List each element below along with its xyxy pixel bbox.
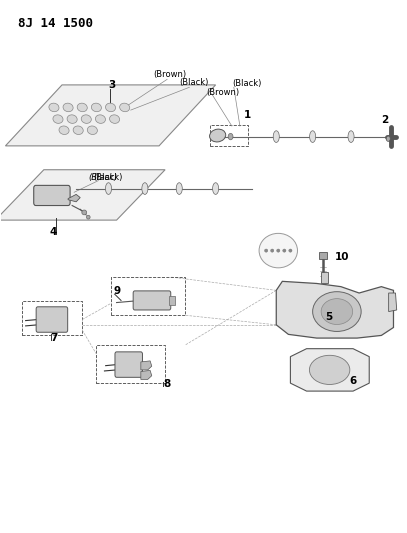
Bar <box>111 277 185 316</box>
Ellipse shape <box>277 249 280 252</box>
Text: 2: 2 <box>381 115 389 125</box>
FancyBboxPatch shape <box>36 307 68 332</box>
Text: (Brown): (Brown) <box>207 88 240 97</box>
Ellipse shape <box>91 103 101 112</box>
Polygon shape <box>141 361 152 370</box>
Polygon shape <box>321 272 328 284</box>
Polygon shape <box>389 293 397 312</box>
Bar <box>210 125 248 146</box>
Ellipse shape <box>289 249 292 252</box>
Ellipse shape <box>210 129 226 142</box>
Ellipse shape <box>271 249 274 252</box>
Text: (Black): (Black) <box>179 78 209 87</box>
Ellipse shape <box>82 210 87 215</box>
Bar <box>22 301 82 335</box>
Ellipse shape <box>212 183 219 195</box>
Polygon shape <box>5 85 216 146</box>
Ellipse shape <box>77 103 87 112</box>
Ellipse shape <box>310 131 316 142</box>
Text: 9: 9 <box>114 286 121 296</box>
Ellipse shape <box>259 233 298 268</box>
Ellipse shape <box>87 126 97 134</box>
Polygon shape <box>68 195 80 202</box>
Text: (Brown): (Brown) <box>153 70 186 79</box>
Ellipse shape <box>67 115 77 123</box>
Ellipse shape <box>73 126 83 134</box>
Text: (Black): (Black) <box>94 173 123 182</box>
Text: 1: 1 <box>244 110 251 120</box>
Ellipse shape <box>95 115 105 123</box>
Ellipse shape <box>59 126 69 134</box>
Ellipse shape <box>63 103 73 112</box>
Ellipse shape <box>283 249 286 252</box>
Ellipse shape <box>228 133 233 140</box>
Polygon shape <box>0 169 165 220</box>
Text: 3: 3 <box>109 80 116 90</box>
Ellipse shape <box>321 298 352 325</box>
Ellipse shape <box>176 183 182 195</box>
Polygon shape <box>141 370 152 379</box>
Ellipse shape <box>49 103 59 112</box>
Ellipse shape <box>81 115 91 123</box>
Ellipse shape <box>105 103 116 112</box>
Ellipse shape <box>265 249 268 252</box>
Bar <box>96 345 165 383</box>
Ellipse shape <box>109 115 120 123</box>
Text: (Black): (Black) <box>88 173 118 182</box>
Ellipse shape <box>120 103 130 112</box>
FancyBboxPatch shape <box>115 352 142 377</box>
Ellipse shape <box>313 292 361 332</box>
Bar <box>169 296 175 305</box>
Text: 7: 7 <box>50 333 57 343</box>
Ellipse shape <box>86 215 90 219</box>
Ellipse shape <box>142 183 148 195</box>
FancyBboxPatch shape <box>34 185 70 206</box>
FancyBboxPatch shape <box>133 291 171 310</box>
Text: 6: 6 <box>349 376 356 386</box>
Text: 10: 10 <box>335 252 349 262</box>
Ellipse shape <box>386 136 390 141</box>
Text: (Black): (Black) <box>233 79 262 88</box>
Ellipse shape <box>273 131 279 142</box>
Text: 4: 4 <box>49 227 57 237</box>
Text: 8: 8 <box>163 379 170 390</box>
Bar <box>319 252 327 259</box>
Polygon shape <box>291 349 369 391</box>
Polygon shape <box>276 281 394 338</box>
Ellipse shape <box>348 131 354 142</box>
Ellipse shape <box>105 183 112 195</box>
Ellipse shape <box>309 356 350 384</box>
Text: 8J 14 1500: 8J 14 1500 <box>18 17 92 30</box>
Ellipse shape <box>53 115 63 123</box>
Text: 5: 5 <box>325 311 332 321</box>
